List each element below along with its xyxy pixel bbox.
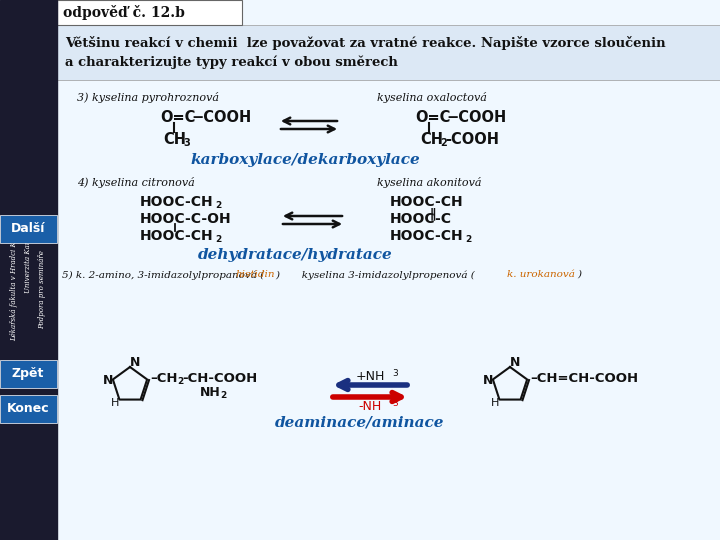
Text: 5) k. 2-amino, 3-imidazolylpropanová (: 5) k. 2-amino, 3-imidazolylpropanová ( xyxy=(62,270,264,280)
Bar xyxy=(57,25,720,80)
Text: H: H xyxy=(491,398,499,408)
Text: O=C: O=C xyxy=(160,111,195,125)
Text: 4) kyselina citronová: 4) kyselina citronová xyxy=(77,177,194,188)
Text: NH: NH xyxy=(200,386,221,399)
Text: kyselina akonitová: kyselina akonitová xyxy=(377,177,482,188)
Text: ∥: ∥ xyxy=(430,207,436,220)
Text: HOOC-CH: HOOC-CH xyxy=(390,229,464,243)
Text: -CH-COOH: -CH-COOH xyxy=(182,372,257,384)
Text: HOOC-C: HOOC-C xyxy=(390,212,452,226)
Text: Další: Další xyxy=(11,222,45,235)
Text: CH: CH xyxy=(163,132,186,146)
Text: HOOC-CH: HOOC-CH xyxy=(390,195,464,209)
Text: dehydratace/hydratace: dehydratace/hydratace xyxy=(197,248,392,262)
Text: -COOH: -COOH xyxy=(445,132,499,146)
Text: -NH: -NH xyxy=(359,401,382,414)
Text: Většinu reakcí v chemii  lze považovat za vratné reakce. Napište vzorce sloučeni: Většinu reakcí v chemii lze považovat za… xyxy=(65,36,665,50)
Text: 2: 2 xyxy=(215,235,221,245)
Text: odpověď č. 12.b: odpověď č. 12.b xyxy=(63,5,185,21)
Text: −COOH: −COOH xyxy=(191,111,251,125)
Text: 2: 2 xyxy=(440,138,446,148)
Text: 2: 2 xyxy=(465,235,472,245)
Bar xyxy=(0,215,57,243)
Text: k. urokanová: k. urokanová xyxy=(507,270,575,279)
Text: deaminace/aminace: deaminace/aminace xyxy=(275,415,445,429)
Text: CH: CH xyxy=(420,132,443,146)
Text: N: N xyxy=(103,374,113,387)
Text: HOOC-CH: HOOC-CH xyxy=(140,229,214,243)
Text: Univerzita Karlova: Univerzita Karlova xyxy=(24,227,32,293)
Text: )       kyselina 3-imidazolylpropenová (: ) kyselina 3-imidazolylpropenová ( xyxy=(275,270,474,280)
Text: H: H xyxy=(111,398,120,408)
Bar xyxy=(57,0,242,25)
Text: 2: 2 xyxy=(215,201,221,211)
Text: 3: 3 xyxy=(392,399,397,408)
Text: 3: 3 xyxy=(183,138,190,148)
Text: −COOH: −COOH xyxy=(446,111,506,125)
Bar xyxy=(0,395,57,423)
Text: 2: 2 xyxy=(177,377,184,387)
Bar xyxy=(0,360,57,388)
Text: Lékařská fakulta v Hradci Králové: Lékařská fakulta v Hradci Králové xyxy=(10,219,18,341)
Text: histidin: histidin xyxy=(235,270,274,279)
Text: +NH: +NH xyxy=(355,370,384,383)
Text: kyselina oxaloctová: kyselina oxaloctová xyxy=(377,92,487,103)
Text: HOOC-CH: HOOC-CH xyxy=(140,195,214,209)
Text: N: N xyxy=(483,374,493,387)
Text: N: N xyxy=(510,356,520,369)
Text: –CH=CH-COOH: –CH=CH-COOH xyxy=(530,372,638,384)
Text: Podpora pro semináře: Podpora pro semináře xyxy=(38,251,46,329)
Text: Zpět: Zpět xyxy=(12,368,44,381)
Text: 2: 2 xyxy=(220,392,226,401)
Text: N: N xyxy=(130,356,140,369)
Text: HOOC-C-OH: HOOC-C-OH xyxy=(140,212,232,226)
Text: Konec: Konec xyxy=(6,402,49,415)
Text: karboxylace/dekarboxylace: karboxylace/dekarboxylace xyxy=(190,153,420,167)
Text: 3) kyselina pyrohroznová: 3) kyselina pyrohroznová xyxy=(77,92,219,103)
Text: a charakterizujte typy reakcí v obou směrech: a charakterizujte typy reakcí v obou smě… xyxy=(65,55,398,69)
Text: O=C: O=C xyxy=(415,111,451,125)
Text: –CH: –CH xyxy=(150,372,178,384)
Text: 3: 3 xyxy=(392,368,397,377)
Text: ): ) xyxy=(577,270,581,279)
Bar xyxy=(0,0,57,540)
